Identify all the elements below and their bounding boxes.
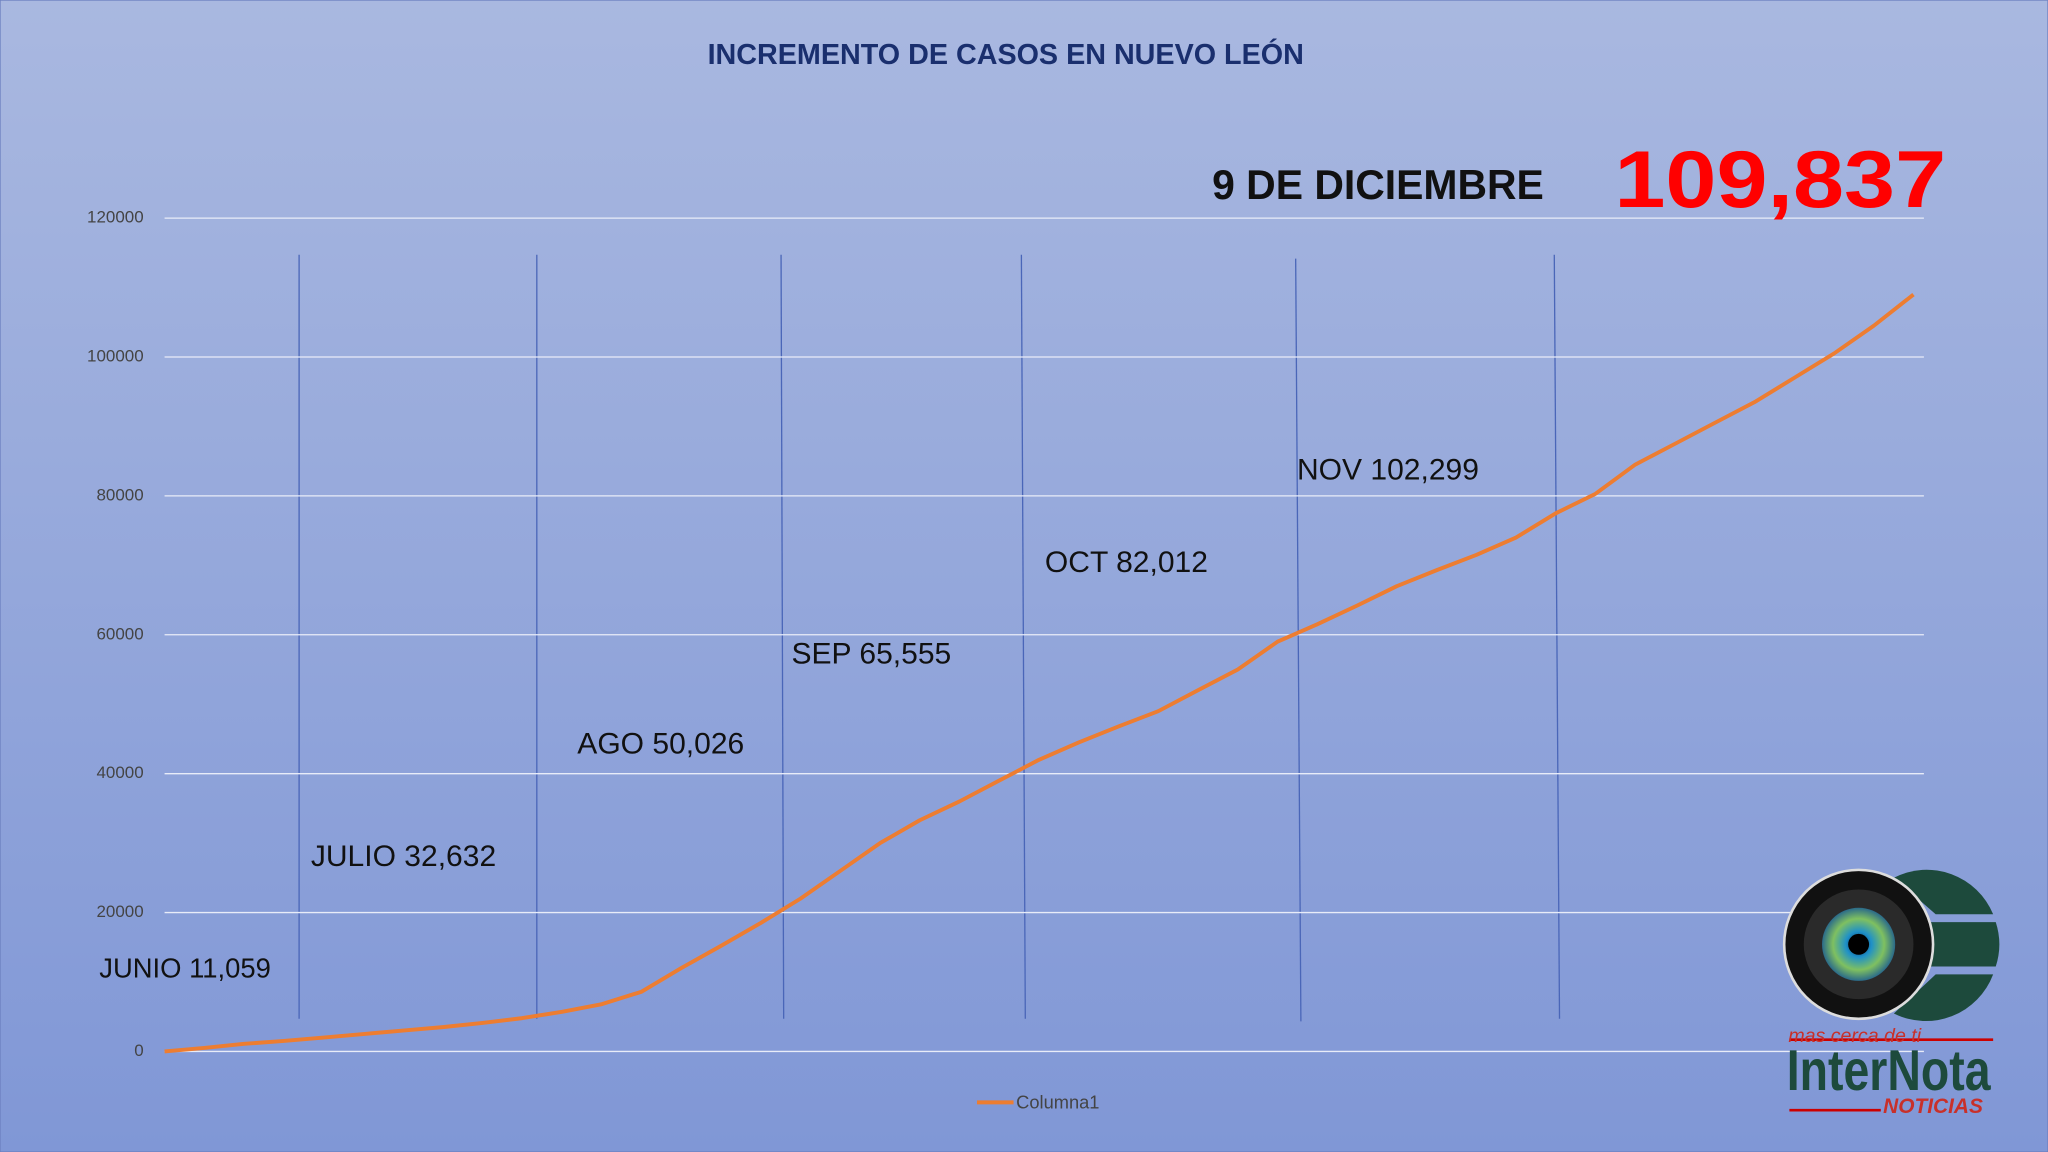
y-tick-label: 40000 <box>96 763 143 782</box>
chart-title: INCREMENTO DE CASOS EN NUEVO LEÓN <box>708 37 1304 71</box>
annotation: 9 DE DICIEMBRE <box>1212 161 1544 208</box>
y-tick-label: 80000 <box>96 485 143 504</box>
annotation: JULIO 32,632 <box>311 840 496 873</box>
annotation: NOV 102,299 <box>1297 453 1479 486</box>
y-tick-label: 60000 <box>96 624 143 643</box>
annotation: SEP 65,555 <box>792 638 952 671</box>
legend-label: Columna1 <box>1016 1092 1099 1113</box>
data-line <box>164 292 1915 1054</box>
y-tick-label: 20000 <box>96 902 143 921</box>
annotation: AGO 50,026 <box>577 728 744 761</box>
y-tick-label: 0 <box>134 1041 143 1060</box>
annotation: JUNIO 11,059 <box>99 953 271 984</box>
logo-tagline: mas cerca de ti <box>1788 1025 1921 1047</box>
logo-name: InterNota <box>1787 1039 1992 1103</box>
annotation: OCT 82,012 <box>1045 546 1208 579</box>
y-tick-label: 100000 <box>87 346 144 365</box>
logo <box>1782 868 2000 1112</box>
annotation: 109,837 <box>1614 135 1946 225</box>
month-dividers <box>298 254 1561 1022</box>
y-tick-label: 120000 <box>87 208 144 227</box>
logo-sub: NOTICIAS <box>1883 1095 1983 1118</box>
